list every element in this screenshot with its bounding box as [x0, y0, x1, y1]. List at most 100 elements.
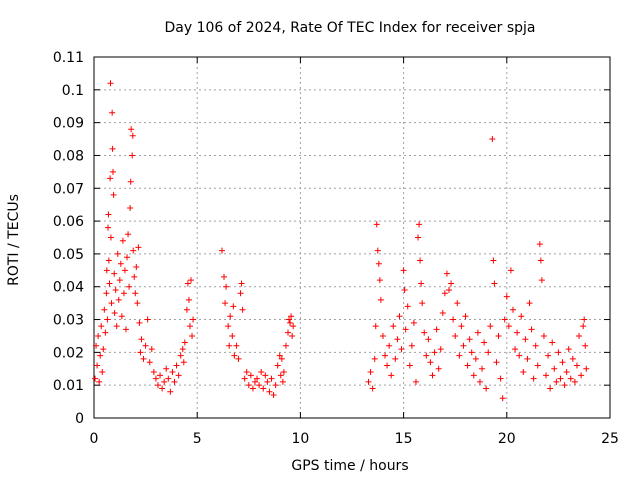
y-tick-label: 0.04	[53, 280, 84, 296]
y-tick-label: 0.11	[53, 50, 84, 66]
x-axis-title: GPS time / hours	[291, 458, 408, 474]
data-point-marker	[159, 385, 166, 392]
data-point-marker	[501, 316, 508, 323]
data-point-marker	[226, 342, 233, 349]
data-point-marker	[157, 372, 164, 379]
axis-ticks	[93, 56, 611, 419]
data-point-marker	[419, 300, 426, 307]
data-point-marker	[483, 385, 490, 392]
data-point-marker	[129, 152, 136, 159]
data-point-marker	[127, 204, 134, 211]
data-point-marker	[128, 126, 135, 133]
data-point-marker	[264, 378, 271, 385]
data-point-marker	[545, 352, 552, 359]
data-point-marker	[567, 375, 574, 382]
data-point-marker	[526, 300, 533, 307]
data-point-marker	[231, 352, 238, 359]
data-point-marker	[173, 362, 180, 369]
data-point-marker	[278, 355, 285, 362]
data-point-marker	[105, 224, 112, 231]
data-point-marker	[288, 313, 295, 320]
data-point-marker	[365, 378, 372, 385]
data-point-marker	[400, 267, 407, 274]
data-point-marker	[551, 365, 558, 372]
grid-lines	[94, 57, 610, 418]
data-point-marker	[180, 359, 187, 366]
data-point-marker	[418, 280, 425, 287]
data-point-marker	[576, 332, 583, 339]
data-point-marker	[491, 280, 498, 287]
data-point-marker	[580, 323, 587, 330]
data-point-marker	[97, 352, 104, 359]
data-point-marker	[107, 175, 114, 182]
data-point-marker	[569, 355, 576, 362]
data-point-marker	[427, 359, 434, 366]
data-point-marker	[223, 283, 230, 290]
data-point-marker	[553, 378, 560, 385]
data-point-marker	[398, 346, 405, 353]
data-point-marker	[188, 277, 195, 284]
data-point-marker	[227, 313, 234, 320]
data-point-marker	[534, 362, 541, 369]
data-point-marker	[109, 109, 116, 116]
data-point-marker	[184, 280, 191, 287]
data-point-marker	[423, 352, 430, 359]
data-point-marker	[93, 342, 100, 349]
data-point-marker	[251, 378, 258, 385]
data-point-marker	[237, 290, 244, 297]
data-point-marker	[106, 280, 113, 287]
data-point-marker	[233, 342, 240, 349]
data-point-marker	[402, 326, 409, 333]
data-point-marker	[165, 375, 172, 382]
data-point-marker	[272, 382, 279, 389]
data-point-marker	[433, 326, 440, 333]
data-point-marker	[243, 369, 250, 376]
data-point-marker	[369, 385, 376, 392]
data-point-marker	[171, 378, 178, 385]
data-point-marker	[581, 316, 588, 323]
x-tick-label: 20	[498, 431, 516, 447]
data-point-marker	[549, 339, 556, 346]
data-point-marker	[111, 309, 118, 316]
data-point-marker	[503, 293, 510, 300]
data-point-marker	[452, 332, 459, 339]
data-point-marker	[189, 332, 196, 339]
data-point-marker	[130, 247, 137, 254]
data-point-marker	[448, 280, 455, 287]
data-point-marker	[388, 372, 395, 379]
data-point-marker	[377, 296, 384, 303]
data-point-marker	[429, 372, 436, 379]
data-point-marker	[163, 365, 170, 372]
data-point-marker	[140, 355, 147, 362]
data-point-marker	[520, 369, 527, 376]
data-point-marker	[493, 359, 500, 366]
data-point-marker	[412, 378, 419, 385]
data-point-marker	[127, 178, 134, 185]
data-point-marker	[274, 362, 281, 369]
data-point-marker	[135, 244, 142, 251]
data-point-marker	[96, 378, 103, 385]
data-point-marker	[490, 257, 497, 264]
data-point-marker	[476, 378, 483, 385]
data-point-marker	[115, 296, 122, 303]
data-point-marker	[367, 369, 374, 376]
data-point-marker	[99, 369, 106, 376]
x-tick-label: 10	[291, 431, 309, 447]
data-point-marker	[218, 247, 225, 254]
data-point-marker	[247, 372, 254, 379]
y-tick-label: 0.05	[53, 247, 84, 263]
data-point-marker	[441, 290, 448, 297]
data-point-marker	[270, 392, 277, 399]
data-point-marker	[466, 336, 473, 343]
data-point-marker	[470, 372, 477, 379]
data-point-marker	[136, 319, 143, 326]
data-point-marker	[524, 355, 531, 362]
data-point-marker	[238, 280, 245, 287]
data-point-marker	[578, 372, 585, 379]
data-point-marker	[161, 378, 168, 385]
data-point-marker	[437, 346, 444, 353]
y-tick-label: 0.01	[53, 378, 84, 394]
y-tick-label: 0.03	[53, 313, 84, 329]
data-point-marker	[479, 365, 486, 372]
data-point-marker	[416, 221, 423, 228]
